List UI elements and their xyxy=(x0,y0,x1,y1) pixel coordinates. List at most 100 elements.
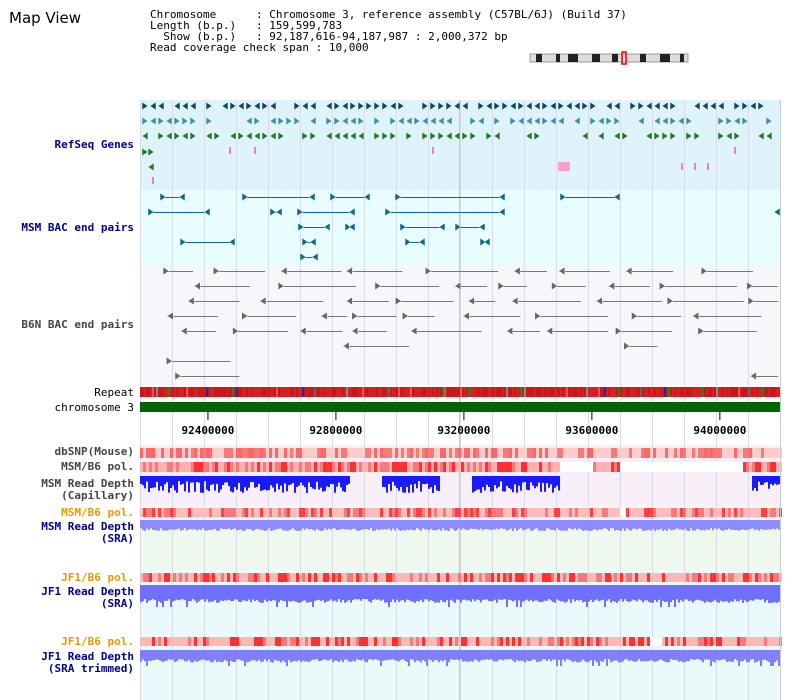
heat-cell xyxy=(275,448,278,458)
depth-bar xyxy=(142,585,144,602)
heat-cell xyxy=(683,508,686,517)
repeat-segment xyxy=(168,387,170,397)
depth-bar xyxy=(760,650,762,666)
heat-cell xyxy=(350,637,353,646)
heat-cell xyxy=(608,508,611,517)
depth-bar xyxy=(658,520,660,530)
depth-bar xyxy=(774,476,776,484)
depth-bar xyxy=(676,650,678,661)
track-label-msm-bac[interactable]: MSM BAC end pairs xyxy=(21,221,134,234)
heat-cell xyxy=(377,462,380,472)
gene-feature xyxy=(373,116,381,126)
heat-cell xyxy=(758,448,761,458)
heat-cell xyxy=(641,508,644,517)
heat-cell xyxy=(284,462,287,472)
depth-bar xyxy=(192,650,194,663)
depth-bar xyxy=(746,650,748,663)
track-label-refseq[interactable]: RefSeq Genes xyxy=(54,138,134,151)
track-label-msm-depth-cap[interactable]: MSM Read Depth xyxy=(41,477,134,490)
heat-cell xyxy=(749,637,752,646)
depth-bar xyxy=(636,520,638,530)
depth-bar xyxy=(326,585,328,602)
depth-bar xyxy=(214,650,216,660)
track-label-jf1-depth-sra-sub: (SRA) xyxy=(100,597,134,610)
track-label-jf1-b6-pol[interactable]: JF1/B6 pol. xyxy=(61,571,134,584)
heat-cell xyxy=(710,448,713,458)
depth-bar xyxy=(400,585,402,601)
depth-bar xyxy=(158,585,160,602)
heat-cell xyxy=(173,462,176,472)
track-label-dbsnp[interactable]: dbSNP(Mouse) xyxy=(54,445,134,458)
heat-cell xyxy=(185,462,188,472)
depth-bar xyxy=(662,585,664,601)
depth-bar xyxy=(420,585,422,600)
depth-bar xyxy=(644,520,646,531)
heat-cell xyxy=(428,448,431,458)
heat-cell xyxy=(575,448,578,458)
depth-bar xyxy=(348,520,350,530)
depth-bar xyxy=(310,585,312,603)
repeat-segment xyxy=(214,387,216,397)
track-label-b6n-bac[interactable]: B6N BAC end pairs xyxy=(21,318,134,331)
depth-bar xyxy=(500,520,502,529)
heat-cell xyxy=(731,462,734,472)
depth-bar xyxy=(610,650,612,663)
heat-cell xyxy=(758,508,761,517)
bac-end xyxy=(203,207,211,217)
heat-cell xyxy=(722,448,725,458)
depth-bar xyxy=(322,476,324,492)
depth-bar xyxy=(480,476,482,493)
depth-bar xyxy=(462,650,464,662)
repeat-segment xyxy=(640,387,642,397)
heat-cell xyxy=(650,448,653,458)
repeat-segment xyxy=(498,387,500,397)
depth-bar xyxy=(752,650,754,660)
track-label-jf1-depth-sra[interactable]: JF1 Read Depth xyxy=(41,585,134,598)
depth-bar xyxy=(402,476,404,493)
heat-cell xyxy=(353,448,356,458)
track-label-jf1-depth-trim[interactable]: JF1 Read Depth xyxy=(41,650,134,663)
depth-bar xyxy=(344,650,346,660)
track-label-jf1-b6-pol2[interactable]: JF1/B6 pol. xyxy=(61,635,134,648)
depth-bar xyxy=(478,650,480,662)
depth-bar xyxy=(340,520,342,530)
depth-bar xyxy=(630,585,632,602)
heat-cell xyxy=(185,573,188,582)
heat-cell xyxy=(281,573,284,582)
track-label-msm-depth-sra[interactable]: MSM Read Depth xyxy=(41,520,134,533)
heat-cell xyxy=(191,448,194,458)
depth-bar xyxy=(384,520,386,530)
depth-bar xyxy=(276,585,278,607)
heat-cell xyxy=(179,573,182,582)
depth-bar xyxy=(766,585,768,601)
info-header: Chromosome : Chromosome 3, reference ass… xyxy=(150,9,627,53)
depth-bar xyxy=(498,650,500,660)
depth-bar xyxy=(544,650,546,660)
depth-bar xyxy=(274,650,276,660)
heat-cell xyxy=(359,448,362,458)
depth-bar xyxy=(438,520,440,530)
heat-cell xyxy=(668,637,671,646)
heat-cell xyxy=(533,462,536,472)
track-label-msm-b6-pol2[interactable]: MSM/B6 pol. xyxy=(61,506,134,519)
depth-bar xyxy=(714,585,716,600)
heat-cell xyxy=(752,573,755,582)
heat-cell xyxy=(398,637,401,646)
depth-bar xyxy=(648,520,650,530)
heat-cell xyxy=(386,508,389,517)
depth-bar xyxy=(440,650,442,661)
depth-bar xyxy=(170,650,172,660)
bac-end xyxy=(462,311,470,321)
depth-bar xyxy=(518,520,520,530)
repeat-segment xyxy=(302,387,304,397)
gene-feature xyxy=(181,101,189,111)
heat-cell xyxy=(671,448,674,458)
depth-bar xyxy=(568,520,570,529)
heat-cell xyxy=(542,448,545,458)
heat-cell xyxy=(512,448,515,458)
track-label-msm-b6-pol[interactable]: MSM/B6 pol. xyxy=(61,460,134,473)
depth-bar xyxy=(328,650,330,661)
depth-bar xyxy=(182,520,184,530)
depth-bar xyxy=(726,585,728,602)
